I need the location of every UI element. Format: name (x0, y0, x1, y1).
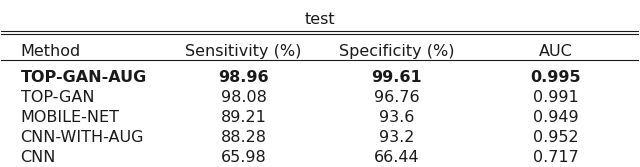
Text: 99.61: 99.61 (371, 70, 422, 85)
Text: 65.98: 65.98 (221, 150, 266, 165)
Text: 66.44: 66.44 (374, 150, 419, 165)
Text: Specificity (%): Specificity (%) (339, 44, 454, 59)
Text: 0.949: 0.949 (533, 110, 579, 125)
Text: Method: Method (20, 44, 81, 59)
Text: AUC: AUC (539, 44, 573, 59)
Text: CNN: CNN (20, 150, 56, 165)
Text: TOP-GAN: TOP-GAN (20, 90, 94, 105)
Text: Sensitivity (%): Sensitivity (%) (186, 44, 301, 59)
Text: 93.6: 93.6 (379, 110, 414, 125)
Text: 96.76: 96.76 (374, 90, 419, 105)
Text: 93.2: 93.2 (379, 130, 414, 145)
Text: 0.991: 0.991 (533, 90, 579, 105)
Text: 89.21: 89.21 (221, 110, 266, 125)
Text: 0.717: 0.717 (533, 150, 579, 165)
Text: 0.995: 0.995 (531, 70, 581, 85)
Text: 0.952: 0.952 (533, 130, 579, 145)
Text: 98.08: 98.08 (221, 90, 266, 105)
Text: 98.96: 98.96 (218, 70, 269, 85)
Text: test: test (305, 12, 335, 27)
Text: 88.28: 88.28 (221, 130, 266, 145)
Text: TOP-GAN-AUG: TOP-GAN-AUG (20, 70, 147, 85)
Text: CNN-WITH-AUG: CNN-WITH-AUG (20, 130, 144, 145)
Text: MOBILE-NET: MOBILE-NET (20, 110, 120, 125)
